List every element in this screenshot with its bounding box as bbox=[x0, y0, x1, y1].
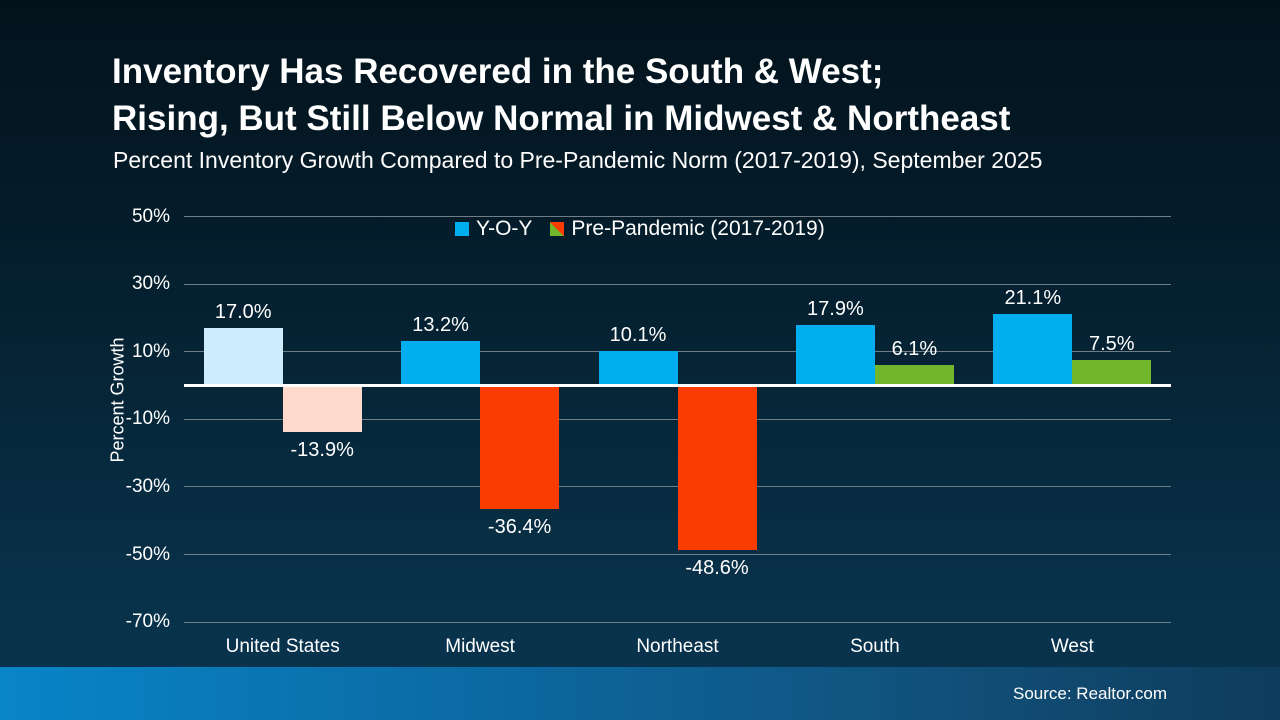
x-category-label: South bbox=[850, 636, 900, 657]
legend-item-pre-pandemic: Pre-Pandemic (2017-2019) bbox=[550, 217, 825, 241]
y-tick-label: 10% bbox=[131, 340, 170, 362]
bar-yoy-united-states bbox=[203, 328, 283, 386]
bar-yoy-west bbox=[993, 314, 1073, 386]
footer-bar: Source: Realtor.com bbox=[0, 667, 1280, 720]
y-tick-label: -50% bbox=[125, 543, 170, 565]
gridline bbox=[184, 351, 1171, 353]
title-line-1: Inventory Has Recovered in the South & W… bbox=[112, 52, 884, 91]
bar-value-label: 13.2% bbox=[412, 313, 469, 336]
x-category-label: United States bbox=[225, 636, 340, 657]
bar-value-label: 17.9% bbox=[807, 297, 864, 320]
title-line-2: Rising, But Still Below Normal in Midwes… bbox=[112, 99, 1011, 138]
y-tick-label: -70% bbox=[125, 611, 170, 633]
bar-pre-pandemic-northeast bbox=[677, 385, 757, 550]
bar-pre-pandemic-south bbox=[874, 364, 954, 386]
bar-value-label: 10.1% bbox=[609, 324, 667, 347]
bar-value-label: 7.5% bbox=[1089, 333, 1135, 356]
chart-legend: Y-O-Y Pre-Pandemic (2017-2019) bbox=[455, 217, 825, 241]
zero-axis-line bbox=[184, 384, 1171, 387]
bar-value-label: 17.0% bbox=[214, 301, 272, 324]
y-tick-label: -30% bbox=[125, 475, 170, 497]
source-credit: Source: Realtor.com bbox=[1012, 683, 1167, 703]
bar-pre-pandemic-united-states bbox=[282, 385, 362, 433]
bar-value-label: -36.4% bbox=[487, 515, 552, 538]
bar-yoy-northeast bbox=[598, 351, 678, 386]
legend-label-yoy: Y-O-Y bbox=[476, 217, 533, 240]
bar-value-label: 6.1% bbox=[891, 337, 938, 360]
gridline bbox=[184, 554, 1171, 555]
chart-subtitle: Percent Inventory Growth Compared to Pre… bbox=[113, 147, 1043, 173]
legend-item-yoy: Y-O-Y bbox=[455, 217, 532, 241]
legend-swatch-yoy-icon bbox=[455, 222, 469, 236]
x-category-label: Northeast bbox=[636, 636, 719, 657]
page-title: Inventory Has Recovered in the South & W… bbox=[112, 48, 1010, 142]
gridline bbox=[184, 621, 1171, 623]
bar-yoy-south bbox=[795, 324, 875, 386]
gridline bbox=[184, 283, 1171, 285]
bar-pre-pandemic-midwest bbox=[480, 385, 560, 509]
x-category-label: West bbox=[1050, 636, 1094, 657]
bar-value-label: -48.6% bbox=[685, 556, 749, 579]
bar-pre-pandemic-west bbox=[1072, 360, 1152, 386]
legend-label-pre-pandemic: Pre-Pandemic (2017-2019) bbox=[571, 217, 825, 240]
y-tick-label: 50% bbox=[131, 205, 170, 227]
gridline bbox=[184, 216, 1171, 217]
y-tick-label: 30% bbox=[131, 273, 170, 295]
legend-swatch-pre-pandemic-split-icon bbox=[550, 222, 565, 236]
bar-value-label: -13.9% bbox=[290, 439, 354, 462]
x-category-label: Midwest bbox=[445, 636, 515, 657]
bar-yoy-midwest bbox=[401, 340, 481, 386]
y-tick-label: -10% bbox=[125, 408, 170, 430]
bar-value-label: 21.1% bbox=[1004, 287, 1062, 310]
